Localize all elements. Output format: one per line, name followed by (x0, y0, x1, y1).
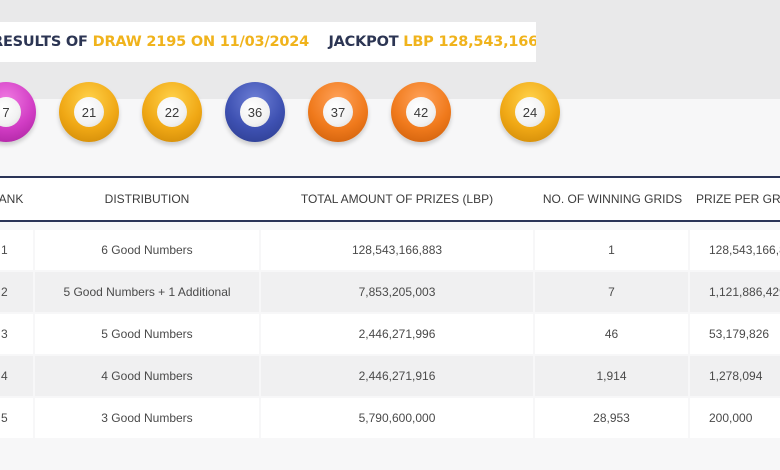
header-prize: PRIZE PER GRID (696, 192, 780, 206)
grids-cell: 1 (535, 230, 688, 270)
total-cell: 128,543,166,883 (261, 230, 533, 270)
ball-1: 7 (0, 82, 36, 142)
ball-number: 21 (74, 97, 104, 127)
jackpot-value: LBP 128,543,166,883 (403, 34, 536, 50)
distribution-cell: 3 Good Numbers (35, 398, 259, 438)
prize-cell: 1,121,886,429 (690, 272, 780, 312)
grids-cell: 7 (535, 272, 688, 312)
table-row: 2 5 Good Numbers + 1 Additional 7,853,20… (0, 272, 780, 312)
ball-number: 7 (0, 97, 21, 127)
distribution-cell: 4 Good Numbers (35, 356, 259, 396)
prize-table: RANK DISTRIBUTION TOTAL AMOUNT OF PRIZES… (0, 176, 780, 470)
prize-cell: 53,179,826 (690, 314, 780, 354)
distribution-cell: 6 Good Numbers (35, 230, 259, 270)
winning-balls: 7 21 22 36 37 42 24 (0, 80, 780, 150)
ball-5: 37 (308, 82, 368, 142)
rank-cell: 1 (0, 230, 33, 270)
ball-4: 36 (225, 82, 285, 142)
rank-cell: 3 (0, 314, 33, 354)
table-row: 5 3 Good Numbers 5,790,600,000 28,953 20… (0, 398, 780, 438)
grids-cell: 46 (535, 314, 688, 354)
header-rank: RANK (0, 192, 24, 206)
table-header: RANK DISTRIBUTION TOTAL AMOUNT OF PRIZES… (0, 176, 780, 222)
table-row: 1 6 Good Numbers 128,543,166,883 1 128,5… (0, 230, 780, 270)
ball-number: 37 (323, 97, 353, 127)
ball-number: 24 (515, 97, 545, 127)
ball-number: 36 (240, 97, 270, 127)
prize-cell: 1,278,094 (690, 356, 780, 396)
ball-number: 22 (157, 97, 187, 127)
header-distribution: DISTRIBUTION (104, 192, 190, 206)
rank-cell: 5 (0, 398, 33, 438)
rank-cell: 2 (0, 272, 33, 312)
header-total: TOTAL AMOUNT OF PRIZES (LBP) (300, 192, 494, 206)
grids-cell: 28,953 (535, 398, 688, 438)
draw-results-title: RESULTS OF DRAW 2195 ON 11/03/2024 JACKP… (0, 22, 536, 62)
ball-6: 42 (391, 82, 451, 142)
rank-cell: 4 (0, 356, 33, 396)
grids-cell: 1,914 (535, 356, 688, 396)
draw-info: DRAW 2195 ON 11/03/2024 (92, 34, 310, 50)
ball-number: 42 (406, 97, 436, 127)
total-cell: 2,446,271,916 (261, 356, 533, 396)
results-of-label: RESULTS OF (0, 34, 88, 50)
total-cell: 7,853,205,003 (261, 272, 533, 312)
header-grids: NO. OF WINNING GRIDS (542, 192, 683, 206)
distribution-cell: 5 Good Numbers (35, 314, 259, 354)
table-row: 3 5 Good Numbers 2,446,271,996 46 53,179… (0, 314, 780, 354)
total-cell: 2,446,271,996 (261, 314, 533, 354)
ball-3: 22 (142, 82, 202, 142)
distribution-cell: 5 Good Numbers + 1 Additional (35, 272, 259, 312)
total-cell: 5,790,600,000 (261, 398, 533, 438)
prize-cell: 128,543,166,883 (690, 230, 780, 270)
ball-2: 21 (59, 82, 119, 142)
table-row: 4 4 Good Numbers 2,446,271,916 1,914 1,2… (0, 356, 780, 396)
ball-additional: 24 (500, 82, 560, 142)
jackpot-label: JACKPOT (328, 34, 399, 50)
prize-cell: 200,000 (690, 398, 780, 438)
